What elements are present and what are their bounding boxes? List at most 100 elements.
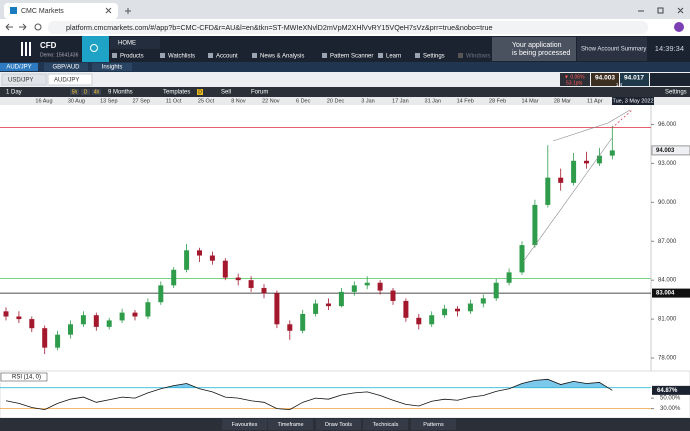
nav-item[interactable]: Settings — [423, 54, 445, 60]
candle-body — [377, 282, 383, 291]
instrument-tab[interactable] — [92, 63, 132, 71]
last-price-box — [651, 145, 690, 156]
price-label: 93.000 — [658, 161, 677, 167]
interval: 5h — [72, 89, 78, 95]
url-field[interactable] — [48, 21, 648, 34]
timeframe[interactable]: 1 Day — [6, 90, 22, 96]
bottom-label: Favourites — [232, 422, 258, 428]
candle-body — [442, 308, 448, 316]
date-axis — [0, 97, 690, 105]
candle-body — [158, 285, 164, 303]
nav-item[interactable]: Learn — [386, 54, 401, 60]
interval-box[interactable] — [81, 89, 90, 95]
sell-box[interactable] — [591, 73, 619, 86]
nav-arrows[interactable] — [5, 23, 27, 31]
date-label: 20 Dec — [327, 98, 345, 104]
date-label: 8 Nov — [231, 98, 246, 104]
candle-body — [364, 282, 370, 286]
profile[interactable] — [674, 22, 684, 32]
candle-body — [261, 287, 267, 294]
candle-body — [467, 303, 473, 312]
date-label: 17 Jan — [392, 98, 409, 104]
tab-title: CMC Markets — [21, 8, 64, 15]
candle-body — [493, 282, 499, 299]
rsi-last: 64.87% — [657, 388, 678, 394]
bottom-button[interactable] — [268, 419, 313, 430]
nav-item[interactable]: Watchlists — [168, 54, 195, 60]
interval-box[interactable] — [92, 89, 101, 95]
date-label: 11 Oct — [166, 98, 182, 104]
bottom-button[interactable] — [363, 419, 408, 430]
chart-tab-label: AUD/JPY — [54, 78, 79, 84]
clock: 14:39:34 — [655, 44, 684, 53]
candle-body — [390, 290, 396, 301]
instrument-label: Insights — [102, 65, 123, 71]
bottom-label: Patterns — [423, 422, 444, 428]
level-label: 83.004 — [656, 291, 675, 297]
chart-toolbar — [0, 87, 690, 97]
nav-item[interactable]: News & Analysis — [260, 54, 304, 60]
candle-body — [235, 277, 241, 281]
logo — [21, 42, 31, 56]
level-box — [652, 288, 690, 298]
nav-item[interactable]: Windows — [466, 54, 490, 60]
candle-body — [248, 280, 254, 288]
date-label: 30 Aug — [68, 98, 85, 104]
bottom-button[interactable] — [411, 419, 456, 430]
range[interactable]: 9 Months — [108, 90, 133, 96]
bottom-button[interactable] — [222, 419, 267, 430]
instrument-tab[interactable] — [0, 63, 38, 71]
chart-tab[interactable] — [1, 73, 47, 86]
date-label: 6 Dec — [296, 98, 311, 104]
candle-body — [3, 311, 9, 317]
reload[interactable] — [34, 23, 42, 31]
chart-settings[interactable]: Settings — [665, 90, 687, 96]
window-controls[interactable] — [638, 7, 684, 14]
chart-tab[interactable] — [47, 73, 93, 86]
date-label: 28 Feb — [489, 98, 506, 104]
candle-body — [596, 155, 602, 164]
date-label: 11 Apr — [587, 98, 603, 104]
nav-icon — [322, 53, 327, 58]
rsi-overbought-fill — [6, 379, 613, 388]
price-label: 90.000 — [658, 200, 677, 206]
date-label: 16 Aug — [35, 98, 52, 104]
nav-icon — [252, 53, 257, 58]
quote-right — [650, 73, 690, 86]
candle-body — [93, 315, 99, 327]
bottom-button[interactable] — [316, 419, 361, 430]
candle-body — [313, 303, 319, 314]
browser-tab[interactable] — [4, 3, 118, 19]
candle-body — [171, 269, 177, 286]
sell-tool[interactable]: Sell — [221, 90, 231, 96]
badge-box — [197, 89, 203, 95]
home-tab[interactable] — [110, 37, 160, 49]
candle-body — [571, 160, 577, 183]
interval-box[interactable] — [70, 89, 79, 95]
tab-controls[interactable] — [105, 7, 131, 14]
bottom-label: Technicals — [373, 422, 399, 428]
nav-item[interactable]: Account — [216, 54, 238, 60]
account-summary-button[interactable] — [577, 37, 647, 61]
templates[interactable]: Templates — [163, 90, 190, 96]
price-label: 81.000 — [658, 317, 677, 323]
badge: D — [198, 89, 202, 95]
nav-item[interactable]: Pattern Scanner — [330, 54, 373, 60]
instrument-label: GBP/AUD — [52, 65, 80, 71]
candle-body — [55, 334, 61, 348]
account-summary: Show Account Summary — [581, 47, 646, 53]
forum[interactable]: Forum — [251, 90, 268, 96]
price-label: 84.000 — [658, 278, 677, 284]
nav-item[interactable]: Products — [120, 54, 144, 60]
search[interactable] — [82, 36, 109, 62]
buy-box[interactable] — [620, 73, 649, 86]
instrument-tab[interactable] — [44, 63, 88, 71]
url: platform.cmcmarkets.com/#/app?b=CMC-CFD&… — [66, 23, 492, 32]
rsi-tick-label: 50.00% — [660, 396, 681, 402]
nav-icon — [112, 53, 117, 58]
notice-line: is being processed — [512, 50, 570, 57]
price-label: 78.000 — [658, 356, 677, 362]
